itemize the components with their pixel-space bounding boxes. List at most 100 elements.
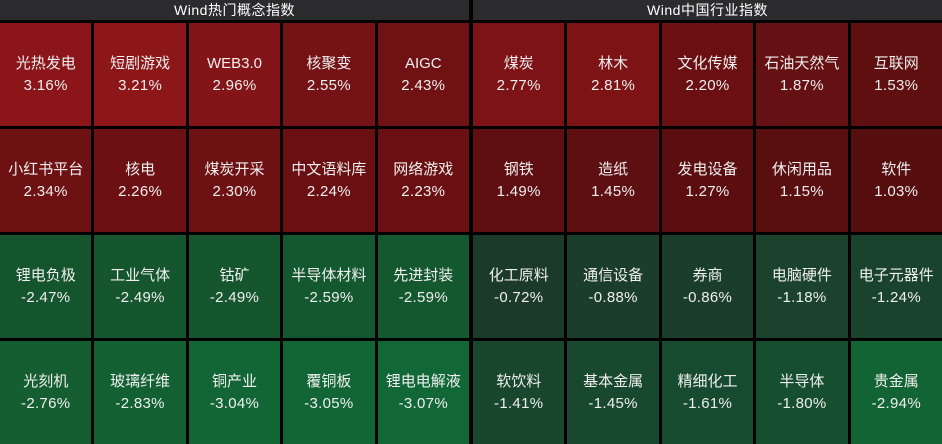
panel-industry: 煤炭 2.77% 林木 2.81% 文化传媒 2.20% 石油天然气 1.87% 互联网 1.53… — [473, 23, 942, 444]
cell-value: 2.30% — [212, 183, 257, 200]
cell-value: -0.86% — [682, 289, 733, 306]
cell-name: 贵金属 — [873, 373, 919, 390]
cell-value: 2.55% — [306, 77, 351, 94]
heatmap-cell[interactable]: 核电 2.26% — [94, 129, 186, 232]
cell-value: -2.59% — [398, 289, 448, 306]
heatmap-cell[interactable]: 半导体材料 -2.59% — [283, 235, 375, 338]
cell-value: -0.72% — [494, 289, 544, 306]
cell-value: 2.23% — [401, 183, 446, 200]
cell-name: 通信设备 — [583, 267, 644, 284]
heatmap-cell[interactable]: 造纸 1.45% — [567, 129, 659, 232]
heatmap-cell[interactable]: 基本金属 -1.45% — [567, 341, 659, 444]
heatmap-cell[interactable]: 煤炭 2.77% — [473, 23, 565, 126]
cell-value: -1.18% — [777, 289, 827, 306]
cell-value: 1.49% — [496, 183, 541, 200]
cell-value: 2.43% — [401, 77, 446, 94]
heatmap-cell[interactable]: 覆铜板 -3.05% — [283, 341, 375, 444]
heatmap-cell[interactable]: 锂电负极 -2.47% — [0, 235, 92, 338]
cell-name: 铜产业 — [211, 373, 257, 390]
cell-name: AIGC — [404, 55, 442, 72]
heatmap-cell[interactable]: 贵金属 -2.94% — [850, 341, 942, 444]
cell-name: 石油天然气 — [764, 55, 840, 72]
cell-name: WEB3.0 — [206, 55, 262, 72]
heatmap-cell[interactable]: 光热发电 3.16% — [0, 23, 92, 126]
heatmap-cell[interactable]: 煤炭开采 2.30% — [188, 129, 281, 232]
heatmap-cell[interactable]: 软件 1.03% — [850, 129, 942, 232]
cell-value: 1.53% — [874, 77, 919, 94]
cell-name: 券商 — [692, 267, 723, 284]
panel-title-concept: Wind热门概念指数 — [0, 0, 469, 20]
cell-name: 核电 — [125, 161, 156, 178]
heatmap-cell[interactable]: 休闲用品 1.15% — [756, 129, 848, 232]
cell-value: -0.88% — [588, 289, 638, 306]
cell-name: 小红书平台 — [8, 161, 84, 178]
heatmap-cell[interactable]: WEB3.0 2.96% — [188, 23, 281, 126]
cell-name: 覆铜板 — [306, 373, 352, 390]
heatmap-cell[interactable]: 锂电电解液 -3.07% — [377, 341, 469, 444]
cell-value: -1.24% — [871, 289, 921, 306]
heatmap-cell[interactable]: 精细化工 -1.61% — [661, 341, 754, 444]
cell-name: 中文语料库 — [291, 161, 367, 178]
heatmap-cell[interactable]: 玻璃纤维 -2.83% — [94, 341, 186, 444]
heatmap-cell[interactable]: 小红书平台 2.34% — [0, 129, 92, 232]
cell-name: 化工原料 — [488, 267, 549, 284]
cell-value: -3.05% — [304, 395, 354, 412]
cell-name: 锂电负极 — [15, 267, 76, 284]
cell-value: 2.24% — [306, 183, 351, 200]
heatmap-cell[interactable]: 铜产业 -3.04% — [188, 341, 281, 444]
cell-name: 精细化工 — [677, 373, 738, 390]
heatmap-body: 光热发电 3.16% 短剧游戏 3.21% WEB3.0 2.96% 核聚变 2.55% AIG… — [0, 23, 942, 444]
cell-name: 造纸 — [598, 161, 629, 178]
cell-name: 核聚变 — [306, 55, 352, 72]
heatmap-cell[interactable]: 中文语料库 2.24% — [283, 129, 375, 232]
heatmap-cell[interactable]: 钢铁 1.49% — [473, 129, 565, 232]
cell-value: -2.83% — [115, 395, 165, 412]
cell-value: 1.03% — [874, 183, 919, 200]
heatmap-cell[interactable]: 核聚变 2.55% — [283, 23, 375, 126]
heatmap-cell[interactable]: 钴矿 -2.49% — [188, 235, 281, 338]
heatmap-cell[interactable]: 电脑硬件 -1.18% — [756, 235, 848, 338]
heatmap-cell[interactable]: 林木 2.81% — [567, 23, 659, 126]
cell-value: 3.21% — [118, 77, 163, 94]
cell-value: 3.16% — [23, 77, 68, 94]
panel-title-industry: Wind中国行业指数 — [473, 0, 942, 20]
cell-name: 互联网 — [873, 55, 919, 72]
cell-name: 电子元器件 — [858, 267, 934, 284]
cell-name: 煤炭 — [503, 55, 534, 72]
cell-name: 先进封装 — [393, 267, 454, 284]
heatmap-cell[interactable]: 券商 -0.86% — [661, 235, 754, 338]
heatmap-cell[interactable]: 文化传媒 2.20% — [661, 23, 754, 126]
panel-concept: 光热发电 3.16% 短剧游戏 3.21% WEB3.0 2.96% 核聚变 2.55% AIG… — [0, 23, 469, 444]
cell-value: -2.49% — [115, 289, 165, 306]
cell-value: -2.94% — [871, 395, 921, 412]
heatmap-cell[interactable]: 半导体 -1.80% — [756, 341, 848, 444]
cell-name: 光刻机 — [23, 373, 69, 390]
heatmap-cell[interactable]: 短剧游戏 3.21% — [94, 23, 186, 126]
cell-value: -2.47% — [21, 289, 71, 306]
heatmap-cell[interactable]: 软饮料 -1.41% — [473, 341, 565, 444]
cell-value: -3.04% — [209, 395, 260, 412]
heatmap-cell[interactable]: 先进封装 -2.59% — [377, 235, 469, 338]
cell-value: 2.77% — [496, 77, 541, 94]
heatmap-cell[interactable]: AIGC 2.43% — [377, 23, 469, 126]
cell-value: 2.20% — [685, 77, 730, 94]
heatmap-cell[interactable]: 互联网 1.53% — [850, 23, 942, 126]
heatmap-cell[interactable]: 通信设备 -0.88% — [567, 235, 659, 338]
cell-value: -1.41% — [494, 395, 544, 412]
cell-name: 工业气体 — [110, 267, 171, 284]
cell-value: 2.96% — [212, 77, 257, 94]
heatmap-cell[interactable]: 发电设备 1.27% — [661, 129, 754, 232]
heatmap-cell[interactable]: 化工原料 -0.72% — [473, 235, 565, 338]
cell-value: -2.76% — [21, 395, 71, 412]
cell-name: 发电设备 — [677, 161, 738, 178]
cell-value: 1.27% — [685, 183, 730, 200]
cell-name: 光热发电 — [15, 55, 76, 72]
heatmap-cell[interactable]: 石油天然气 1.87% — [756, 23, 848, 126]
heatmap-cell[interactable]: 光刻机 -2.76% — [0, 341, 92, 444]
cell-name: 钴矿 — [219, 267, 250, 284]
cell-value: -2.59% — [304, 289, 354, 306]
heatmap-cell[interactable]: 网络游戏 2.23% — [377, 129, 469, 232]
header-row: Wind热门概念指数 Wind中国行业指数 — [0, 0, 942, 20]
heatmap-cell[interactable]: 电子元器件 -1.24% — [850, 235, 942, 338]
heatmap-cell[interactable]: 工业气体 -2.49% — [94, 235, 186, 338]
